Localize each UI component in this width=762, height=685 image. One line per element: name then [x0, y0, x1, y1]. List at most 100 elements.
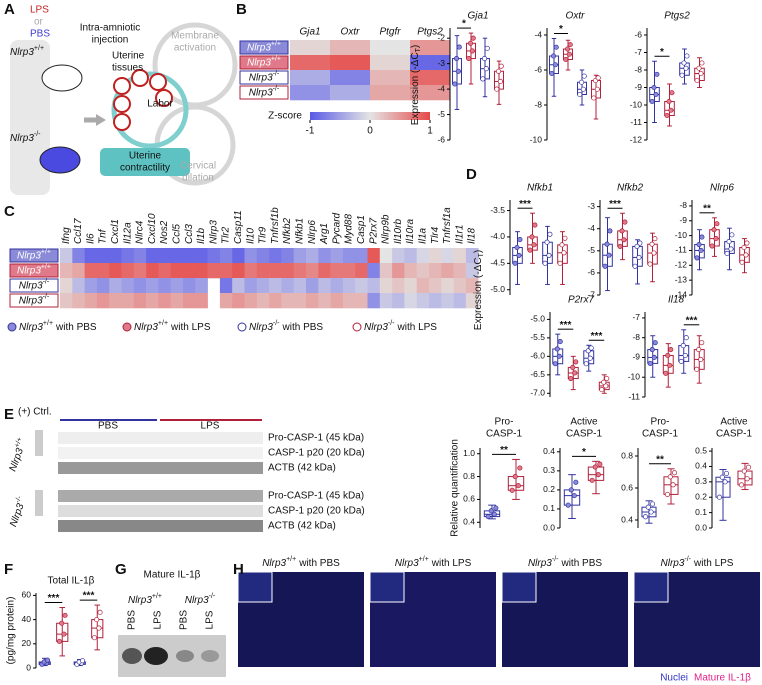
- heatmap-cell: [146, 293, 159, 309]
- point: [577, 91, 583, 98]
- column-label: Nlrc4: [135, 220, 146, 244]
- point: [562, 235, 568, 241]
- point: [709, 243, 715, 249]
- heatmap-cell: [330, 293, 344, 309]
- axis-label-end: ): [473, 250, 484, 253]
- column-label: Il10: [245, 227, 256, 244]
- genotype: Nlrp3-/- with PBS: [528, 556, 602, 568]
- point: [482, 55, 488, 62]
- heatmap-cell: [306, 248, 319, 264]
- point: [680, 343, 686, 349]
- chart-title: CASP-1: [566, 429, 603, 440]
- heatmap-cell: [330, 40, 371, 56]
- label: Labor: [147, 99, 173, 110]
- point: [469, 48, 475, 54]
- point: [559, 242, 565, 248]
- heatmap-cell: [133, 263, 147, 279]
- point: [668, 347, 674, 353]
- axis-label: Expression (-ΔCT): [410, 45, 423, 125]
- point: [589, 477, 595, 483]
- heatmap-cell: [269, 248, 282, 264]
- heatmap-cell: [453, 278, 467, 294]
- point: [491, 511, 497, 517]
- heatmap-cell: [281, 278, 294, 294]
- gene: Nlrp3: [262, 558, 286, 569]
- point: [557, 339, 563, 345]
- point: [547, 231, 553, 237]
- heatmap-cell: [256, 263, 270, 279]
- panel-letter: A: [4, 1, 15, 18]
- label: contractility: [120, 163, 170, 174]
- heatmap-cell: [465, 293, 479, 309]
- chart-title: Nfkb2: [617, 183, 644, 194]
- genotype-sup: -/-: [684, 556, 691, 563]
- heatmap-cell: [60, 293, 73, 309]
- point: [667, 362, 673, 368]
- heatmap-cell: [96, 293, 110, 309]
- legend-marker: [237, 322, 247, 332]
- heatmap-cell: [244, 278, 258, 294]
- point: [604, 375, 610, 382]
- point: [666, 98, 672, 105]
- point: [44, 657, 51, 663]
- genotype-sup: -/-: [552, 556, 559, 563]
- point: [602, 263, 608, 269]
- y-tick-label: -4.0: [490, 231, 505, 241]
- colorbar-tick-label: 0: [367, 126, 373, 137]
- heatmap-cell: [281, 263, 294, 279]
- y-tick-label: -13: [675, 274, 688, 284]
- y-tick-label: -11: [628, 391, 640, 401]
- chart-title: Total IL-1β: [48, 576, 95, 587]
- column-label: Tnfrsf1a: [442, 207, 453, 244]
- label: Mature IL-1β: [694, 673, 751, 684]
- column-label: Ccl5: [171, 224, 182, 244]
- point: [565, 502, 571, 508]
- gene: Nlrp3: [364, 322, 388, 333]
- point: [694, 255, 700, 261]
- point: [497, 78, 503, 85]
- y-tick-label: -4: [587, 223, 595, 233]
- genotype: Nlrp3-/-: [7, 495, 29, 529]
- point: [726, 239, 732, 245]
- point: [592, 464, 598, 470]
- point: [649, 98, 655, 105]
- point: [514, 244, 520, 251]
- point: [647, 360, 653, 366]
- heatmap-cell: [269, 278, 282, 294]
- heatmap-cell: [379, 263, 393, 279]
- significance: ***: [560, 320, 572, 331]
- band-label: CASP-1 p20 (20 kDa): [268, 448, 365, 459]
- point: [724, 250, 730, 256]
- y-tick-label: -8: [634, 64, 642, 74]
- heatmap-cell: [195, 263, 208, 279]
- label: tissues: [112, 63, 143, 74]
- heatmap-cell: [410, 40, 451, 56]
- heatmap-cell: [318, 293, 331, 309]
- heatmap-cell: [72, 293, 85, 309]
- y-tick-label: 0.3: [543, 465, 555, 475]
- heatmap-cell: [96, 278, 110, 294]
- y-tick-label: -6: [534, 64, 542, 74]
- genotype-sup: -/-: [43, 294, 50, 301]
- heatmap-cell: [183, 293, 196, 309]
- heatmap-cell: [379, 293, 393, 309]
- label: activation: [174, 43, 216, 54]
- y-tick-label: -8: [679, 200, 687, 210]
- point: [517, 237, 523, 243]
- point: [622, 219, 628, 225]
- row-label-box: [239, 40, 289, 55]
- genotype: Nlrp3+/+ with LPS: [395, 556, 472, 568]
- heatmap-cell: [330, 263, 344, 279]
- heatmap-cell: [219, 248, 233, 264]
- heatmap-cell: [290, 40, 331, 56]
- genotype: Nlrp3-/-: [19, 294, 50, 306]
- y-tick-label: -11: [675, 245, 687, 255]
- point: [595, 472, 601, 478]
- point: [531, 242, 537, 248]
- heatmap-cell: [410, 85, 451, 101]
- heatmap-cell: [293, 248, 307, 264]
- point: [744, 240, 750, 246]
- heatmap-cell: [330, 85, 371, 101]
- heatmap-cell: [370, 70, 411, 86]
